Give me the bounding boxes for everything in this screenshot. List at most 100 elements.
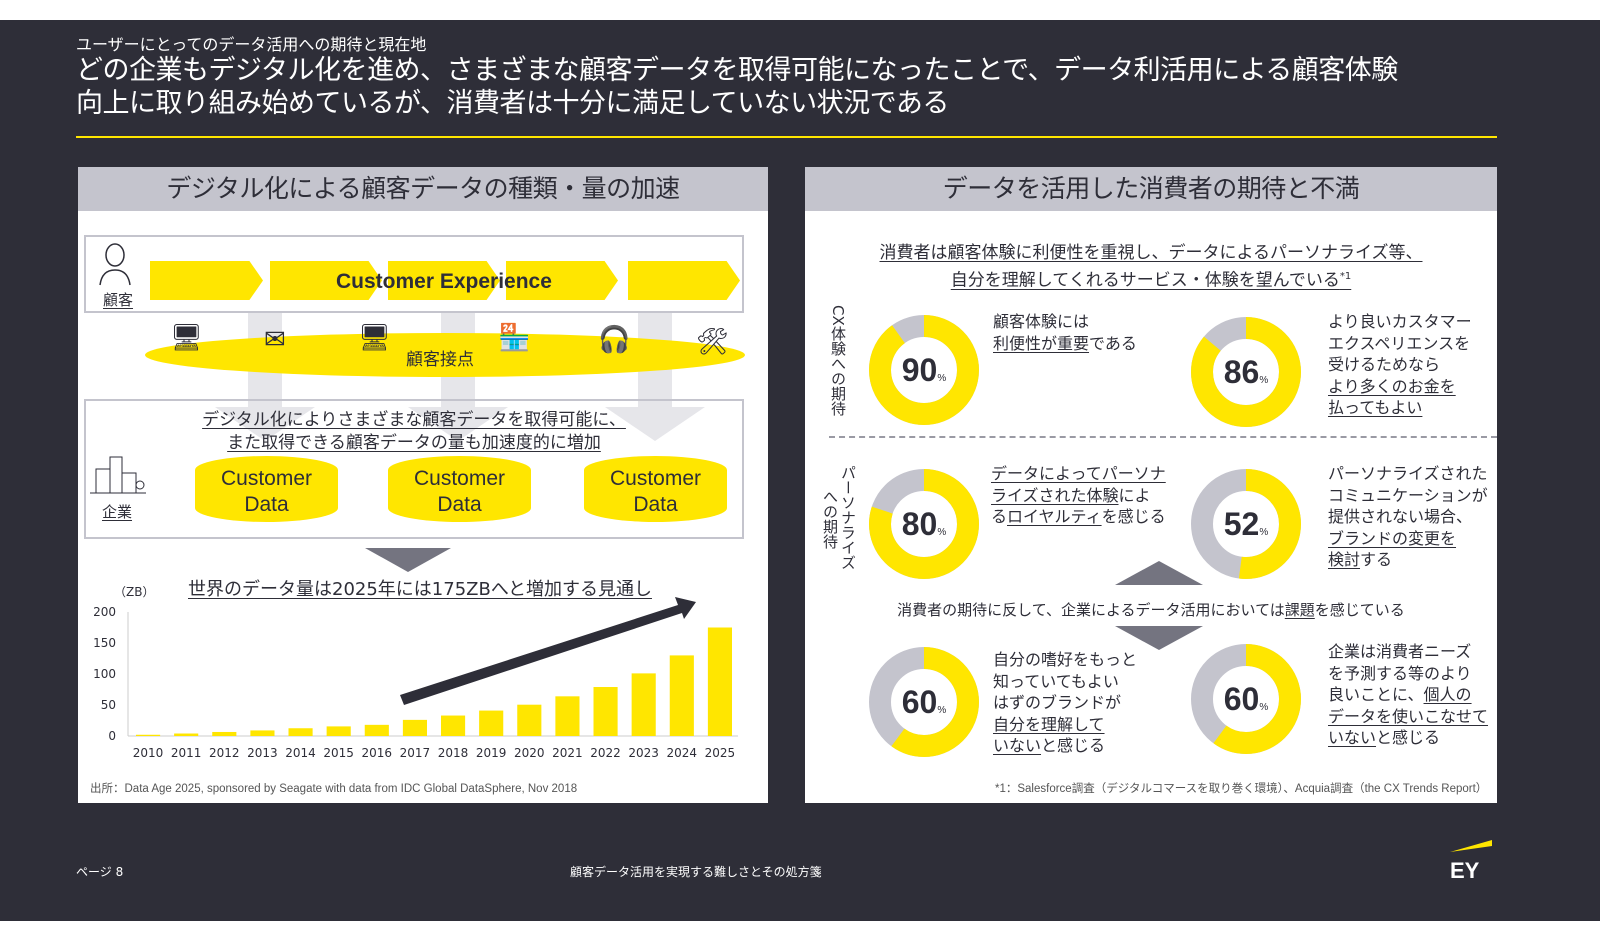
description-segment: パーソナライズされた [1328,464,1488,483]
donut-chart: 80% [864,464,984,584]
description-segment: 受けるためなら [1328,355,1441,374]
description-line: データを使いこなせて [1328,706,1488,728]
percent-sign: % [1259,527,1269,538]
description-segment: 検討 [1328,550,1361,569]
down-triangle [365,548,451,572]
x-tick-label: 2010 [133,746,164,760]
donut-value-arc [869,647,979,757]
description-line: 顧客体験には [993,311,1137,333]
description-segment: データによってパーソナ [991,464,1166,483]
yellow-divider [76,136,1497,138]
description-line: いないと感じる [1328,727,1488,749]
x-tick-label: 2023 [628,746,659,760]
right-panel: データを活用した消費者の期待と不満 消費者は顧客体験に利便性を重視し、データによ… [805,167,1497,803]
donut-description: 顧客体験には 利便性が重要である [993,311,1137,354]
tools-icon: 🛠 [696,327,730,357]
description-segment: 提供されない場合、 [1328,507,1473,526]
cx-chevron [506,261,618,300]
online-shop-icon: 🖥 [358,323,392,353]
percent-sign: % [937,373,947,384]
description-segment: エクスペリエンスを [1328,333,1471,353]
description-segment: と感じる [1376,728,1441,747]
bar-2013 [250,730,275,736]
description-segment: 利便性が重要 [993,333,1090,353]
left-panel-heading: デジタル化による顧客データの種類・量の加速 [78,167,768,211]
description-line: いないと感じる [993,735,1137,757]
bar-2015 [326,726,351,736]
customer-data-cylinder: Customer Data [195,456,338,522]
x-tick-label: 2017 [400,746,431,760]
description-line: より多くのお金を [1328,376,1472,398]
x-tick-label: 2015 [323,746,354,760]
percent-value: 90 [901,352,938,388]
description-line: 自分の嗜好をもっと [993,649,1137,671]
bar-2010 [136,734,161,736]
description-segment: 顧客体験には [993,312,1090,331]
customer-experience-box: 顧客 Customer Experience [84,235,744,313]
description-line: パーソナライズされた [1328,463,1488,485]
description-line: 受けるためなら [1328,354,1472,376]
description-line: ライズされた体験によ [991,485,1166,507]
y-tick-label: 200 [93,605,116,619]
source-note: 出所：Data Age 2025, sponsored by Seagate w… [90,783,578,795]
description-line: 知っていてもよい [993,671,1137,693]
percent-value: 60 [901,684,938,720]
bar-2018 [441,715,466,736]
lead-line: 自分を理解してくれるサービス・体験を望んでいる [950,270,1340,291]
x-tick-label: 2019 [476,746,507,760]
cx-chevron [270,261,382,300]
x-tick-label: 2024 [667,746,698,760]
cylinder-line: Data [244,493,289,516]
donut-chart: 90% [864,310,984,430]
bar-2016 [364,724,389,736]
touchpoint-ellipse [145,333,745,377]
x-tick-label: 2025 [705,746,736,760]
ey-logo: EY [1450,840,1492,880]
donut-description: パーソナライズされた コミュニケーションが 提供されない場合、 ブランドの変更を 検討す… [1328,463,1488,571]
x-tick-label: 2016 [362,746,393,760]
x-tick-label: 2021 [552,746,583,760]
title-line: どの企業もデジタル化を進め、さまざまな顧客データを取得可能になったことで、データ… [76,55,1398,86]
donut-percent: 52% [1186,464,1306,584]
building-icon [90,456,146,494]
shop-icon: 🏪 [498,323,531,353]
customer-data-cylinder: Customer Data [388,456,531,522]
description-segment: 企業は消費者ニーズ [1328,642,1472,661]
donut-chart: 86% [1186,312,1306,432]
x-tick-label: 2020 [514,746,545,760]
cx-chevron [150,261,263,300]
bar-2021 [555,696,580,736]
description-segment: 個人の [1423,685,1472,704]
donut-percent: 80% [864,464,984,584]
description-line: はずのブランドが [993,692,1137,714]
description-segment: いない [1328,728,1377,747]
bar-2024 [669,655,694,736]
description-line: コミュニケーションが [1328,485,1488,507]
donut-percent: 86% [1186,312,1306,432]
description-segment: ロイヤルティ [1007,507,1102,526]
donut-value-arc [1191,317,1301,427]
description-segment: ブランドの変更を [1328,528,1457,548]
description-segment: 自分を理解して [993,714,1105,734]
cx-expectation-label: CX体験への期待 [829,305,847,416]
percent-value: 52 [1223,506,1260,542]
description-segment: を予測する等のより [1328,663,1472,683]
lead-statement: 消費者は顧客体験に利便性を重視し、データによるパーソナライズ等、 自分を理解してく… [805,241,1497,293]
bar-2023 [631,673,656,736]
y-tick-label: 0 [108,729,116,743]
bar-2017 [402,719,427,736]
description-line: 検討する [1328,549,1488,571]
svg-text:EY: EY [1450,858,1480,880]
customer-data-cylinder: Customer Data [584,456,727,522]
footnote: *1：Salesforce調査（デジタルコマースを取り巻く環境）、Acquia調… [995,783,1488,795]
percent-sign: % [1259,375,1269,386]
slide-title: どの企業もデジタル化を進め、さまざまな顧客データを取得可能になったことで、データ… [76,54,1516,120]
donut-percent: 60% [864,642,984,762]
description-line: より良いカスタマー [1328,311,1472,333]
percent-sign: % [937,527,947,538]
personalize-label-1: パーソナライズ [839,465,857,570]
cx-chevron [388,261,500,300]
slide: ユーザーにとってのデータ活用への期待と現在地 どの企業もデジタル化を進め、さまざ… [0,20,1600,921]
y-tick-label: 150 [93,636,116,650]
data-volume-chart: 0 50 100 150 200 2010 2011 2012 2013 2014 2015 2016… [93,597,738,760]
